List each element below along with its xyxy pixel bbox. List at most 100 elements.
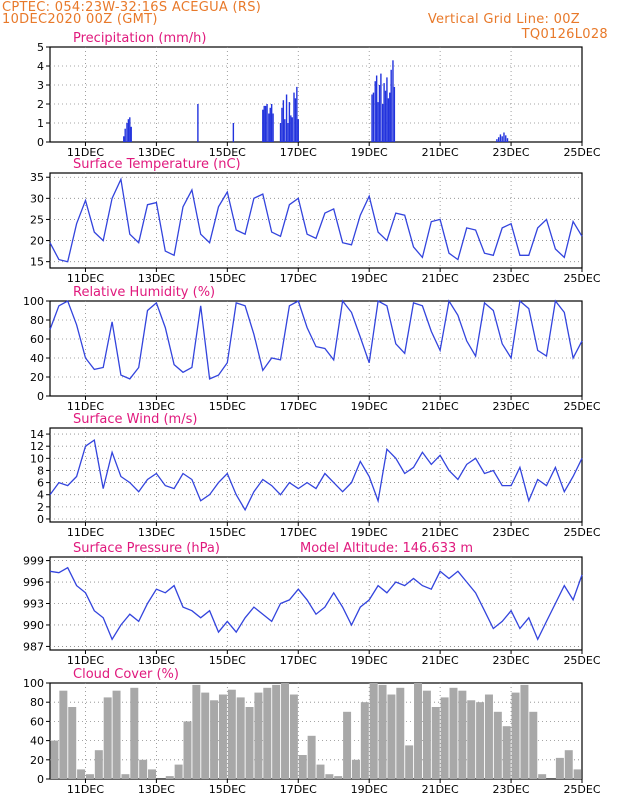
cloud-cover-bar [493,711,502,779]
cloud-cover-bar [476,702,485,779]
cloud-cover-bar [254,692,263,779]
precipitation-bar [124,128,126,142]
humidity-xtick-label: 11DEC [67,400,104,413]
wind-ytick-label: 14 [30,428,44,441]
precipitation-bar [232,123,235,142]
header-station: CPTEC: 054:23W-32:16S ACEGUA (RS) [2,0,262,15]
cloud-cover-bar [236,697,245,779]
pressure-title: Surface Pressure (hPa) [73,541,220,556]
pressure-xtick-label: 15DEC [209,654,246,667]
humidity-ytick-label: 0 [37,390,44,403]
wind-ytick-label: 6 [37,477,44,490]
temperature-ytick-label: 20 [30,235,44,248]
cloud-cover-bar [112,690,121,779]
precipitation-bar [503,132,505,142]
cloud-cover-xtick-label: 25DEC [563,783,600,796]
precipitation-bar [126,123,128,142]
humidity-xtick-label: 21DEC [422,400,459,413]
precipitation-bar [383,83,385,142]
wind-xtick-label: 25DEC [563,526,600,539]
wind-ytick-label: 10 [30,452,44,465]
precipitation-bar [371,94,373,142]
cloud-cover-bar [183,721,192,779]
cloud-cover-bar [414,683,423,779]
cloud-cover-bar [343,711,352,779]
humidity-ytick-label: 40 [30,352,44,365]
cloud-cover-bar [573,769,582,779]
cloud-cover-bar [121,774,130,779]
cloud-cover-bar [334,776,343,779]
cloud-cover-frame [49,682,583,780]
precipitation-bar [387,98,390,142]
cloud-cover-bar [360,702,369,779]
cloud-cover-ytick-label: 100 [23,677,44,690]
cloud-cover-bar [210,700,219,779]
pressure-xtick-label: 21DEC [422,654,459,667]
cloud-cover-ytick-label: 20 [30,754,44,767]
precipitation-bar [393,86,396,142]
cloud-cover-bar [449,687,458,779]
wind-xtick-label: 11DEC [67,526,104,539]
temperature-title: Surface Temperature (nC) [73,157,241,172]
temperature-ytick-label: 25 [30,213,44,226]
precipitation-ytick-label: 2 [37,98,44,111]
cloud-cover-bar [502,726,511,779]
cloud-cover-bar [77,769,86,779]
humidity-xtick-label: 23DEC [493,400,530,413]
humidity-frame [49,300,583,397]
pressure-annotation: Model Altitude: 146.633 m [300,541,473,556]
precipitation-bar [380,73,382,142]
temperature-xtick-label: 21DEC [422,272,459,285]
precipitation-xtick-label: 21DEC [422,146,459,159]
precipitation-bar [262,109,264,142]
precipitation-ytick-label: 4 [37,60,44,73]
cloud-cover-xtick-label: 13DEC [138,783,175,796]
precipitation-bar [264,105,267,142]
precipitation-bar [374,81,376,142]
precipitation-xtick-label: 15DEC [209,146,246,159]
pressure-xtick-label: 23DEC [493,654,530,667]
cloud-cover-bar [165,776,174,779]
cloud-cover-bar [484,694,493,779]
cloud-cover-bar [378,684,387,779]
temperature-ytick-label: 30 [30,192,44,205]
wind-ytick-label: 2 [37,501,44,514]
precipitation-bar [377,102,379,142]
cloud-cover-xtick-label: 23DEC [493,783,530,796]
cloud-cover-bar [396,687,405,779]
cloud-cover-bar [405,745,414,779]
precipitation-xtick-label: 17DEC [280,146,317,159]
precipitation-bar [384,90,387,142]
humidity-xtick-label: 17DEC [280,400,317,413]
precipitation-ytick-label: 5 [37,41,44,54]
precipitation-title: Precipitation (mm/h) [73,31,206,46]
temperature-xtick-label: 11DEC [67,272,104,285]
cloud-cover-bar [148,769,157,779]
precipitation-bar [130,126,132,142]
wind-xtick-label: 23DEC [493,526,530,539]
cloud-cover-bar [298,755,307,779]
precipitation-bar [197,104,199,142]
humidity-ytick-label: 60 [30,333,44,346]
temperature-xtick-label: 17DEC [280,272,317,285]
wind-ytick-label: 0 [37,513,44,526]
temperature-xtick-label: 23DEC [493,272,530,285]
humidity-ytick-label: 100 [23,295,44,308]
precipitation-xtick-label: 23DEC [493,146,530,159]
cloud-cover-bar [227,689,236,779]
cloud-cover-bar [103,697,112,779]
temperature-ytick-label: 35 [30,171,44,184]
cloud-cover-title: Cloud Cover (%) [73,667,179,682]
humidity-xtick-label: 25DEC [563,400,600,413]
cloud-cover-bar [511,692,520,779]
precipitation-xtick-label: 25DEC [563,146,600,159]
pressure-ytick-label: 993 [23,598,44,611]
cloud-cover-bar [467,700,476,779]
pressure-ytick-label: 987 [23,640,44,653]
precipitation-bar [269,107,271,142]
precipitation-bar [499,134,502,142]
cloud-cover-bar [94,750,103,779]
precipitation-xtick-label: 19DEC [351,146,388,159]
cloud-cover-bar [351,759,360,779]
precipitation-bar [497,137,500,142]
